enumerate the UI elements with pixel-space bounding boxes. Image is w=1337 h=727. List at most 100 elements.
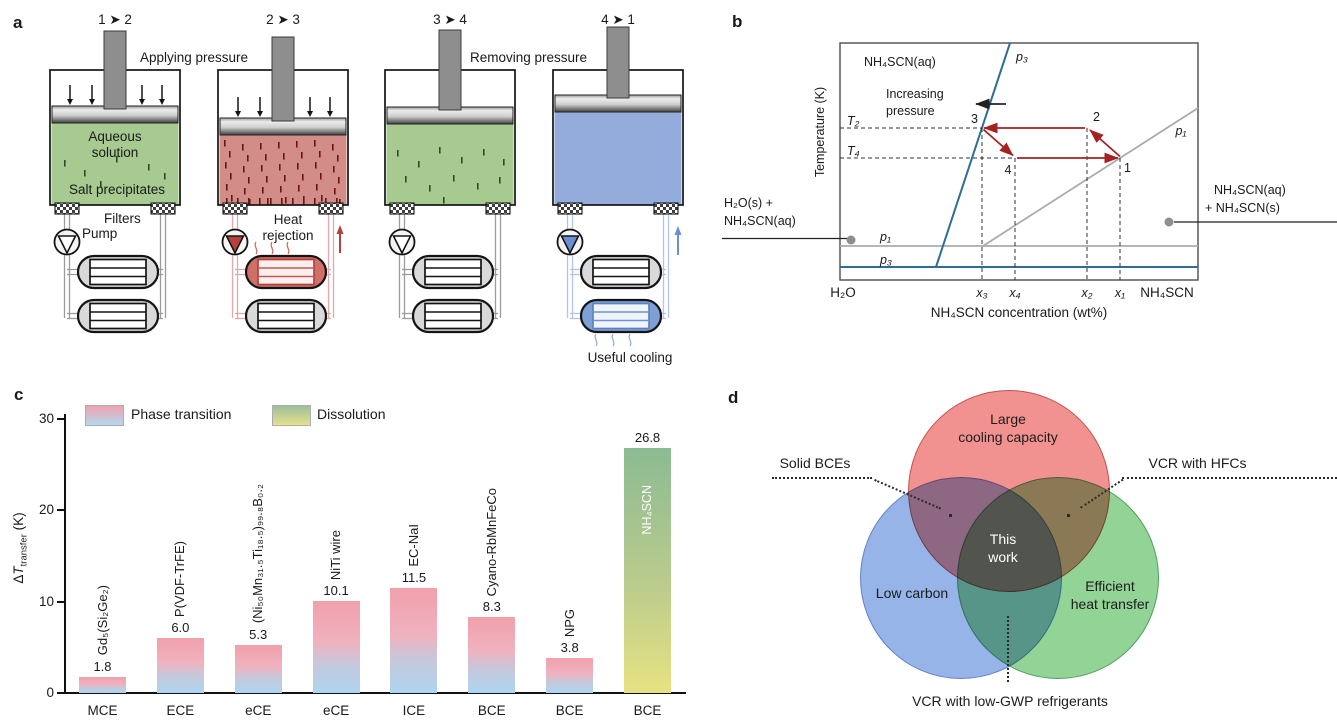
panel-c-bar-chart: c ΔTtransfer (K) Phase transition Dissol… <box>0 380 715 727</box>
ylabel-T: T <box>11 566 26 575</box>
ylabel-sub: transfer <box>18 534 30 567</box>
p3-left-label: p₃ <box>879 253 892 267</box>
filter <box>485 202 511 215</box>
legend-label-phase-transition: Phase transition <box>131 406 232 422</box>
y-tick-label: 0 <box>46 685 54 700</box>
pressure-arrow-head <box>89 99 95 105</box>
T4-label: T₄ <box>847 144 860 158</box>
salt-particle <box>405 176 407 183</box>
x-category-label: MCE <box>87 703 118 718</box>
salt-particle <box>248 177 250 184</box>
x-category-label: ECE <box>166 703 195 718</box>
pressure-arrow-head <box>307 111 313 117</box>
bar-MCE <box>79 676 126 693</box>
bar-value: 8.3 <box>482 599 501 615</box>
salt-particle <box>230 173 232 180</box>
salt-particle <box>418 161 420 168</box>
salt-particle <box>315 162 317 169</box>
salt-particle <box>249 199 251 206</box>
solution-liquid <box>51 123 179 205</box>
salt-particle <box>316 184 318 191</box>
salt-particle <box>224 140 226 147</box>
pump-triangle <box>392 235 412 255</box>
heat-exchanger-core <box>424 302 482 330</box>
pressure-arrow-head <box>327 111 333 117</box>
filter <box>389 202 415 215</box>
salt-particle <box>226 184 228 191</box>
heat-exchanger-core <box>592 302 650 330</box>
salt-particle <box>429 185 431 192</box>
salt-particle <box>297 163 299 170</box>
callout-solid-bces: Solid BCEs <box>779 455 851 471</box>
salt-particle <box>303 198 305 205</box>
bar-material-label: Cyano-RbMnFeCo <box>483 487 499 597</box>
panel-d-label: d <box>728 388 739 407</box>
panel-b-phase-diagram: b Temperature (K) <box>722 12 1337 320</box>
bar-BCE <box>624 448 672 693</box>
cooling-wave <box>628 333 632 347</box>
salt-particle <box>296 141 298 148</box>
bar-value: 10.1 <box>323 582 349 598</box>
legend-swatch-phase-transition <box>85 405 124 426</box>
filter <box>653 202 679 215</box>
salt-particle <box>319 151 321 158</box>
pressure-arrow-head <box>139 99 145 105</box>
salt-precipitates-label: Salt precipitates <box>69 182 165 197</box>
state-point-3: 3 <box>971 112 978 126</box>
pressure-arrow-head <box>257 111 263 117</box>
bar-BCE <box>468 617 516 693</box>
increasing-pressure-label2: pressure <box>886 104 935 118</box>
venn-label-line1: Efficient <box>1085 578 1135 594</box>
salt-particle <box>337 155 339 162</box>
p3-solubility-line <box>935 42 1011 268</box>
bar-material-label: EC-NaI <box>405 524 421 567</box>
bar-material-label: P(VDF-TrFE) <box>172 541 188 618</box>
x-category-label: BCE <box>633 703 662 718</box>
p3-line-label: p₃ <box>1015 50 1028 64</box>
bar-material-label: NH₄SCN <box>639 484 654 535</box>
callout-right-end-dot <box>1067 514 1070 517</box>
salt-particle <box>259 198 261 205</box>
salt-particle <box>499 177 501 184</box>
stage-label-3-4: 3 ➤ 4 <box>433 12 467 27</box>
venn-label-line1: Large <box>990 411 1026 427</box>
legend-label-dissolution: Dissolution <box>317 406 386 422</box>
bar-material-label: NPG <box>561 609 577 638</box>
salt-particle <box>325 198 327 205</box>
bar-ICE <box>390 587 438 693</box>
thermodynamic-cycle <box>982 122 1121 164</box>
salt-particle <box>279 164 281 171</box>
bar-value: 3.8 <box>560 640 579 656</box>
salt-particle <box>332 144 334 151</box>
bar-BCE <box>546 658 594 693</box>
salt-particle <box>270 198 272 205</box>
heat-exchanger-core <box>89 302 147 330</box>
x3-tick: x₃ <box>975 286 987 300</box>
salt-particle <box>260 143 262 150</box>
dashed-guides <box>840 127 1121 280</box>
bar-value: 11.5 <box>401 569 427 585</box>
filter <box>54 202 80 215</box>
solution-liquid <box>219 135 347 205</box>
filter <box>318 202 344 215</box>
pump-triangle <box>225 235 245 255</box>
bar-value: 26.8 <box>634 430 661 446</box>
heat-exchanger-core <box>424 258 482 286</box>
y-tick <box>57 692 64 694</box>
pump-triangle <box>57 235 77 255</box>
solution-liquid <box>386 124 514 205</box>
y-tick <box>57 600 64 603</box>
callout-right-dot <box>1164 217 1174 227</box>
salt-particle <box>100 181 102 188</box>
salt-particle <box>453 175 455 182</box>
salt-particle <box>284 175 286 182</box>
salt-particle <box>292 198 294 205</box>
bar-material-label: (Ni₅₀Mn₃₁.₅Ti₁₈.₅)₉₉.₈B₀.₂ <box>250 484 266 624</box>
salt-particle <box>266 176 268 183</box>
panel-b-label: b <box>732 12 742 31</box>
panel-c-label: c <box>14 385 24 404</box>
x-category-label: eCE <box>322 703 350 718</box>
p1-solubility-line <box>982 107 1199 247</box>
salt-particle <box>302 174 304 181</box>
